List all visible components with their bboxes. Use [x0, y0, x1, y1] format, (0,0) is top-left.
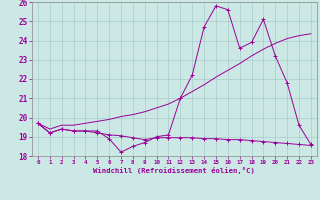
X-axis label: Windchill (Refroidissement éolien,°C): Windchill (Refroidissement éolien,°C)	[93, 167, 255, 174]
